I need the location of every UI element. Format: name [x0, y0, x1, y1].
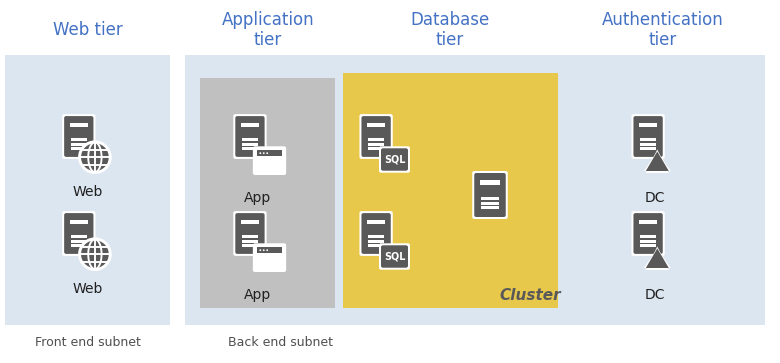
Bar [640, 123, 657, 127]
FancyBboxPatch shape [236, 116, 264, 157]
Bar [70, 147, 87, 150]
Circle shape [260, 249, 261, 251]
Bar [481, 206, 499, 209]
FancyBboxPatch shape [632, 211, 665, 256]
FancyBboxPatch shape [236, 213, 264, 254]
FancyBboxPatch shape [474, 173, 505, 217]
Bar [257, 247, 282, 253]
Bar [70, 244, 87, 247]
Bar [640, 240, 656, 243]
Bar [70, 143, 87, 146]
Text: App: App [244, 191, 271, 205]
FancyBboxPatch shape [253, 243, 286, 272]
Text: DC: DC [645, 191, 665, 205]
Text: Web: Web [73, 282, 103, 296]
Bar [242, 235, 258, 238]
Bar [200, 78, 335, 308]
Circle shape [263, 249, 264, 251]
Polygon shape [644, 151, 671, 171]
Bar [640, 147, 656, 150]
Bar [241, 220, 259, 224]
Bar [640, 220, 657, 224]
Bar [368, 138, 385, 141]
Polygon shape [646, 150, 668, 173]
Bar [242, 147, 258, 150]
Bar [70, 220, 87, 224]
Circle shape [80, 142, 110, 172]
Bar [367, 123, 385, 127]
Bar [70, 123, 87, 127]
Text: App: App [244, 288, 271, 302]
Bar [257, 247, 282, 268]
Text: SQL: SQL [384, 155, 405, 164]
Text: SQL: SQL [384, 252, 405, 261]
Bar [185, 55, 765, 325]
FancyBboxPatch shape [633, 213, 663, 254]
Bar [242, 143, 258, 146]
Circle shape [80, 239, 110, 269]
Polygon shape [646, 248, 668, 268]
Text: Front end subnet: Front end subnet [35, 335, 141, 348]
Circle shape [78, 237, 112, 271]
Bar [640, 143, 656, 146]
Bar [242, 240, 258, 243]
FancyBboxPatch shape [64, 116, 94, 157]
Bar [368, 147, 385, 150]
Bar [70, 138, 87, 141]
FancyBboxPatch shape [632, 114, 665, 159]
FancyBboxPatch shape [62, 211, 95, 256]
Bar [241, 123, 259, 127]
FancyBboxPatch shape [233, 114, 267, 159]
Bar [343, 73, 558, 308]
Circle shape [78, 140, 112, 174]
FancyBboxPatch shape [361, 116, 391, 157]
Text: Authentication
tier: Authentication tier [602, 11, 724, 49]
Bar [257, 150, 282, 156]
FancyBboxPatch shape [379, 146, 410, 173]
Circle shape [266, 249, 268, 251]
FancyBboxPatch shape [381, 245, 408, 268]
Polygon shape [646, 151, 668, 171]
FancyBboxPatch shape [64, 213, 94, 254]
FancyBboxPatch shape [360, 114, 393, 159]
Bar [257, 150, 282, 171]
FancyBboxPatch shape [379, 243, 410, 270]
Text: DC: DC [645, 288, 665, 302]
Bar [368, 240, 385, 243]
Polygon shape [646, 246, 668, 270]
FancyBboxPatch shape [381, 148, 408, 171]
Polygon shape [644, 248, 671, 268]
Text: Web: Web [73, 185, 103, 199]
Bar [640, 235, 656, 238]
Text: Database
tier: Database tier [410, 11, 490, 49]
Bar [70, 235, 87, 238]
FancyBboxPatch shape [360, 211, 393, 256]
Text: Web tier: Web tier [53, 21, 123, 39]
Bar [367, 220, 385, 224]
Bar [368, 244, 385, 247]
Text: Back end subnet: Back end subnet [228, 335, 332, 348]
Bar [640, 138, 656, 141]
FancyBboxPatch shape [253, 146, 286, 175]
FancyBboxPatch shape [472, 171, 508, 219]
Bar [481, 197, 499, 200]
Text: Application
tier: Application tier [222, 11, 314, 49]
Bar [368, 143, 385, 146]
Text: Cluster: Cluster [499, 287, 561, 302]
FancyBboxPatch shape [361, 213, 391, 254]
Bar [70, 240, 87, 243]
Circle shape [263, 152, 264, 154]
Bar [640, 244, 656, 247]
Circle shape [260, 152, 261, 154]
Bar [480, 180, 500, 185]
FancyBboxPatch shape [233, 211, 267, 256]
FancyBboxPatch shape [633, 116, 663, 157]
FancyBboxPatch shape [62, 114, 95, 159]
Bar [5, 55, 170, 325]
Bar [481, 202, 499, 205]
Bar [242, 244, 258, 247]
Bar [242, 138, 258, 141]
Bar [368, 235, 385, 238]
Circle shape [266, 152, 268, 154]
